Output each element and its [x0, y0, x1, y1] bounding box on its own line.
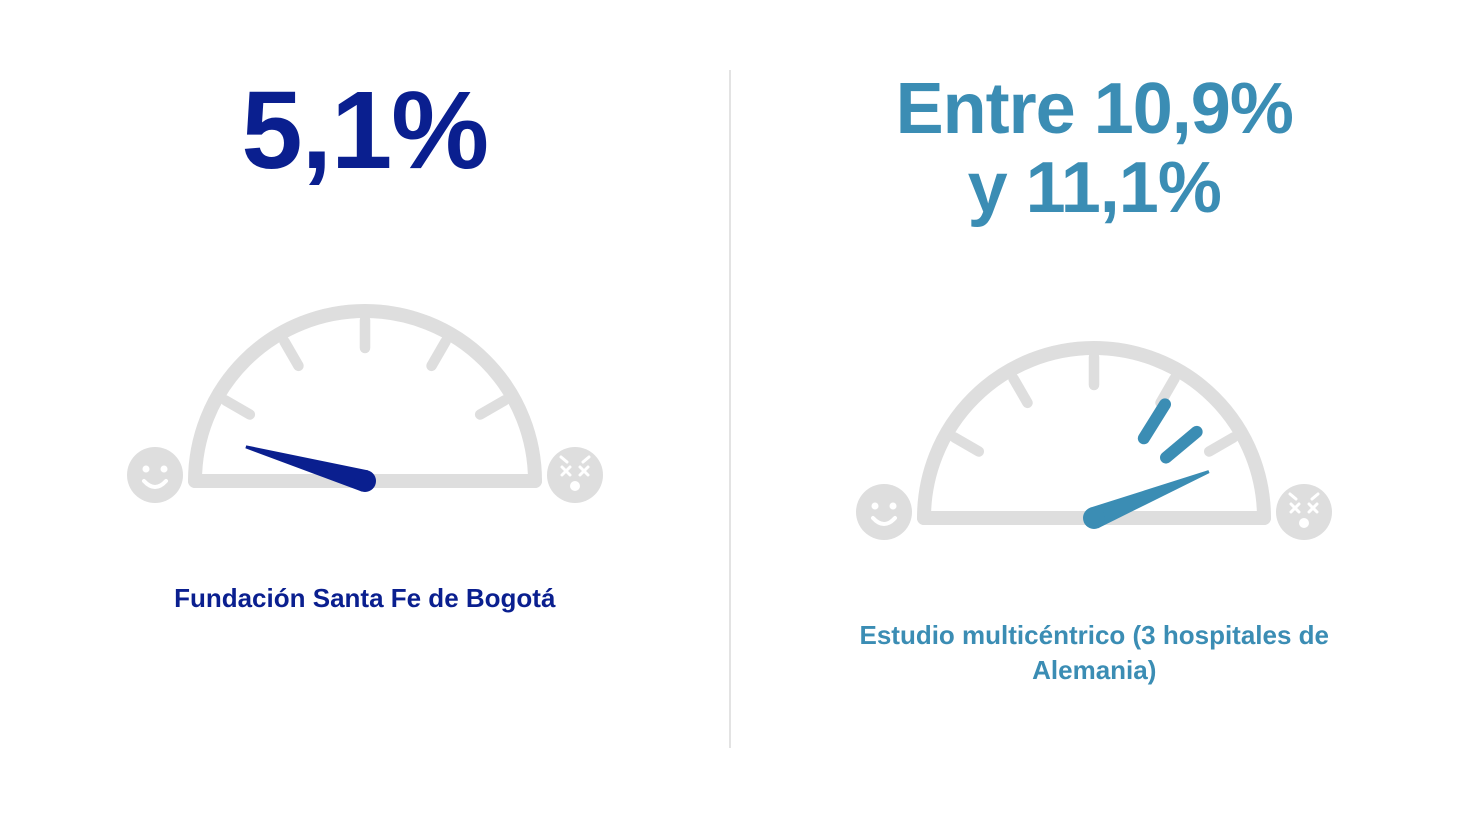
right-gauge-svg — [834, 288, 1354, 548]
left-gauge-svg — [105, 251, 625, 511]
left-value: 5,1% — [241, 70, 488, 191]
right-gauge — [834, 288, 1354, 548]
left-gauge — [105, 251, 625, 511]
comparison-container: 5,1% Fundación Santa Fe de Bogotá Entre … — [0, 0, 1459, 818]
right-value-line1: Entre 10,9% — [896, 69, 1293, 149]
panel-left: 5,1% Fundación Santa Fe de Bogotá — [0, 0, 730, 818]
left-caption: Fundación Santa Fe de Bogotá — [174, 581, 555, 616]
right-value-line2: y 11,1% — [968, 148, 1221, 228]
right-caption: Estudio multicéntrico (3 hospitales de A… — [834, 618, 1354, 688]
panel-right: Entre 10,9% y 11,1% Estudio multicéntric… — [730, 0, 1459, 818]
right-value: Entre 10,9% y 11,1% — [896, 70, 1293, 228]
panel-divider — [729, 70, 731, 748]
